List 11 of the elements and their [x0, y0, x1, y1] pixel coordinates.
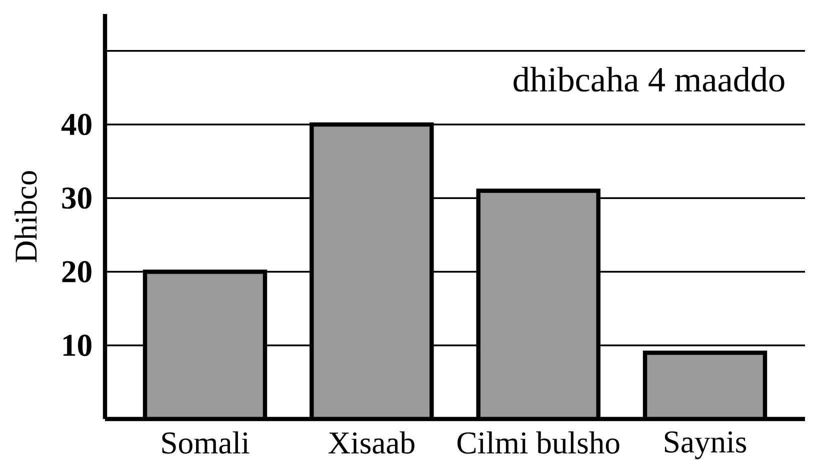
x-tick-label: Cilmi bulsho	[457, 431, 620, 454]
y-tick-label: 40	[61, 114, 92, 136]
x-tick-label: Saynis	[664, 431, 746, 460]
y-axis-title: Dhibco	[14, 171, 37, 262]
y-tick-label: 30	[62, 187, 92, 209]
y-tick-label: 20	[62, 261, 92, 282]
x-tick-label: Xisaab	[328, 431, 414, 454]
bar	[478, 190, 598, 419]
x-tick-label: Somali	[162, 431, 250, 454]
annotation: dhibcaha 4 maaddo	[514, 66, 784, 92]
y-tick-label: 10	[64, 334, 92, 356]
